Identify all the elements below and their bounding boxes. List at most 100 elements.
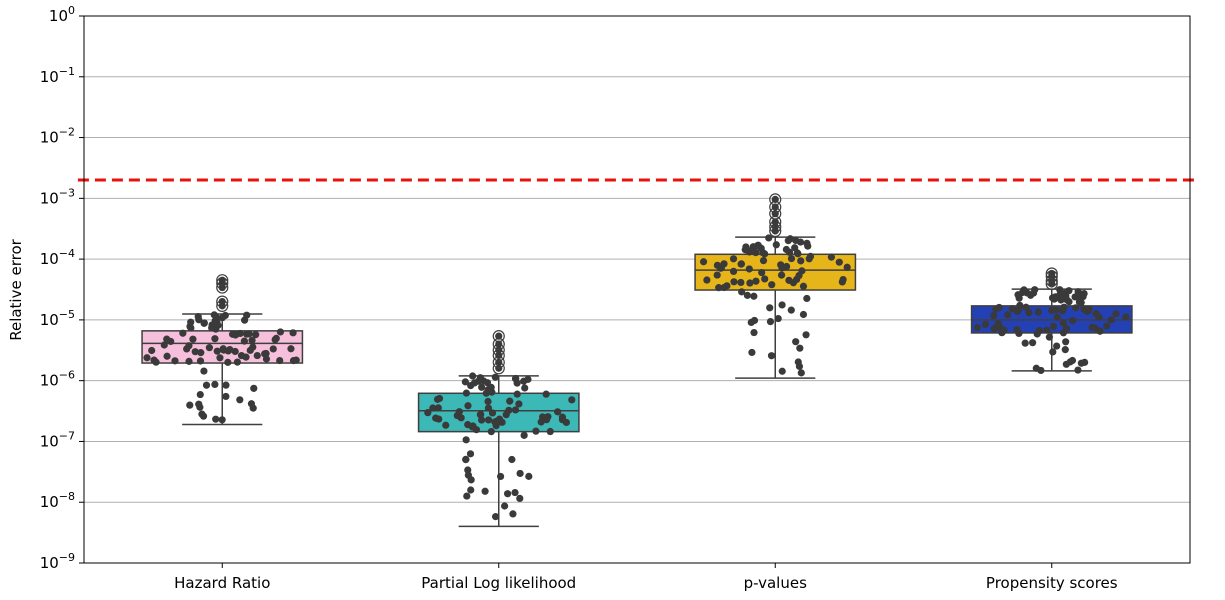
swarm-point: [1065, 298, 1073, 306]
swarm-point: [745, 265, 753, 273]
swarm-point: [778, 264, 786, 272]
swarm-point: [218, 416, 226, 424]
swarm-point: [237, 352, 246, 360]
swarm-point: [503, 490, 512, 498]
swarm-point: [462, 389, 471, 397]
swarm-point: [476, 374, 484, 382]
y-tick-label: 10−2: [40, 126, 75, 147]
swarm-point: [568, 396, 576, 404]
swarm-point: [240, 337, 248, 345]
swarm-point: [703, 276, 711, 284]
swarm-point: [1077, 298, 1085, 307]
swarm-point: [467, 476, 475, 484]
swarm-point: [186, 401, 194, 409]
swarm-point: [435, 415, 443, 423]
swarm-point: [1112, 310, 1120, 318]
y-tick-label: 10−4: [40, 247, 75, 268]
swarm-point: [491, 513, 500, 521]
y-tick-label: 10−6: [40, 369, 75, 390]
swarm-point: [241, 316, 249, 324]
swarm-point: [1062, 325, 1071, 333]
swarm-point: [799, 310, 808, 319]
swarm-point: [1022, 303, 1030, 311]
swarm-point: [469, 372, 477, 380]
swarm-point: [464, 402, 472, 410]
swarm-point: [516, 494, 524, 503]
swarm-point: [289, 357, 298, 365]
swarm-point: [1060, 303, 1068, 311]
y-tick-label: 10−8: [40, 490, 75, 511]
swarm-point: [245, 330, 253, 338]
swarm-point: [797, 369, 805, 377]
swarm-point: [462, 456, 470, 464]
swarm-point: [224, 358, 232, 366]
swarm-point: [784, 237, 792, 245]
swarm-point: [276, 356, 284, 365]
swarm-point: [495, 340, 503, 348]
swarm-point: [236, 396, 244, 404]
swarm-point: [196, 357, 205, 365]
swarm-point: [806, 252, 815, 260]
swarm-point: [185, 357, 193, 365]
y-tick-label: 10−1: [40, 65, 75, 86]
swarm-point: [1053, 342, 1061, 350]
swarm-point: [774, 314, 782, 323]
swarm-point: [729, 267, 738, 275]
swarm-point: [484, 397, 492, 406]
swarm-point: [484, 404, 493, 412]
swarm-point: [797, 257, 805, 265]
swarm-point: [487, 428, 495, 436]
swarm-point: [253, 351, 261, 360]
swarm-point: [216, 354, 224, 362]
swarm-point: [511, 375, 520, 383]
swarm-point: [189, 335, 197, 343]
swarm-point: [1091, 324, 1099, 332]
swarm-point: [1103, 322, 1111, 330]
swarm-point: [218, 276, 226, 284]
swarm-point: [1065, 287, 1073, 295]
swarm-point: [532, 427, 540, 435]
swarm-point: [799, 282, 808, 290]
swarm-point: [196, 390, 204, 399]
swarm-point: [1092, 309, 1100, 318]
swarm-point: [558, 416, 567, 424]
swarm-point: [737, 260, 745, 268]
swarm-point: [554, 408, 562, 416]
swarm-point: [785, 276, 793, 284]
swarm-point: [766, 304, 774, 312]
swarm-point: [495, 332, 503, 340]
swarm-point: [787, 306, 795, 314]
outlier-marker: [769, 193, 782, 206]
swarm-point: [1014, 306, 1023, 314]
swarm-point: [713, 261, 722, 269]
swarm-point: [455, 408, 463, 416]
swarm-point: [973, 323, 982, 331]
swarm-point: [515, 400, 523, 408]
swarm-point: [511, 406, 520, 414]
swarm-point: [794, 250, 802, 258]
swarm-point: [1004, 311, 1012, 319]
swarm-point: [1051, 293, 1059, 301]
outlier-marker: [216, 295, 229, 308]
y-tick-label: 10−3: [40, 186, 75, 207]
swarm-point: [1122, 313, 1130, 321]
swarm-point: [772, 241, 780, 249]
swarm-point: [508, 455, 516, 464]
swarm-point: [749, 243, 757, 251]
swarm-point: [1052, 306, 1060, 314]
swarm-point: [738, 288, 746, 296]
swarm-point: [233, 358, 241, 366]
swarm-point: [511, 488, 519, 497]
swarm-point: [481, 487, 489, 495]
plot-frame: [83, 15, 1191, 564]
swarm-point: [262, 355, 271, 363]
swarm-point: [1062, 338, 1070, 346]
swarm-point: [777, 271, 786, 279]
swarm-point: [231, 347, 239, 356]
swarm-point: [787, 254, 796, 263]
swarm-point: [179, 329, 187, 337]
swarm-point: [1048, 269, 1056, 278]
swarm-point: [478, 383, 486, 391]
swarm-point: [771, 195, 779, 204]
